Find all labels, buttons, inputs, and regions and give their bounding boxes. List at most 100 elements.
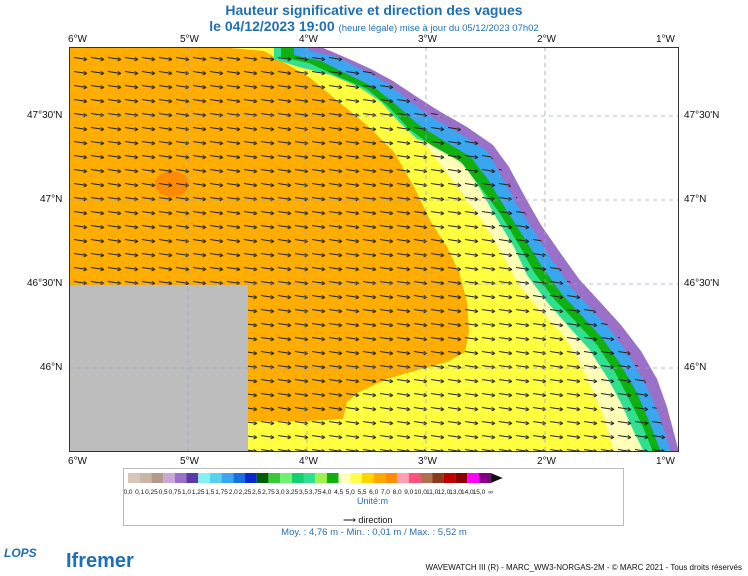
legend-tick-label: 1,25 — [192, 489, 205, 496]
legend-tick-label: 2,0 — [229, 489, 238, 496]
legend-overflow-arrow — [490, 473, 503, 483]
lon-label-bottom-4w: 4°W — [299, 456, 318, 467]
legend-tick-label: 0,25 — [145, 489, 158, 496]
legend-swatch — [397, 473, 409, 483]
legend-tick-label: 15,0 — [473, 489, 486, 496]
legend-unit: Unité:m — [356, 496, 388, 506]
lon-label-top-2w: 2°W — [537, 34, 556, 45]
legend-swatch — [362, 473, 374, 483]
lon-label-top-1w: 1°W — [656, 34, 675, 45]
legend-tick-label: 9,0 — [404, 489, 413, 496]
legend-swatch — [256, 473, 269, 483]
legend-swatch — [174, 473, 187, 483]
legend-tick-label: 0,0 — [124, 489, 133, 496]
legend-box: 0,0 0,1 0,25 0,5 0,75 1,0 1,25 1,5 1,75 2,0 2,25 2,… — [123, 468, 624, 526]
direction-legend: ⟶ direction — [343, 515, 392, 526]
legend-tick-label: 1,75 — [215, 489, 228, 496]
legend-swatch — [209, 473, 222, 483]
lat-label-right-47: 47°N — [684, 194, 707, 205]
legend-swatch — [151, 473, 164, 483]
lat-label-left-46: 46°N — [40, 362, 63, 373]
lon-label-top-3w: 3°W — [418, 34, 437, 45]
legend-tick-label: 7,0 — [381, 489, 390, 496]
legend-swatch — [280, 473, 292, 483]
legend-swatch — [186, 473, 199, 483]
legend-swatch — [373, 473, 386, 483]
legend-swatch — [163, 473, 175, 483]
legend-swatch — [303, 473, 316, 483]
legend-swatch — [198, 473, 210, 483]
legend-swatch — [420, 473, 433, 483]
legend-swatch — [221, 473, 234, 483]
stats-line: Moy. : 4,76 m - Min. : 0,01 m / Max. : 5… — [281, 527, 467, 538]
legend-swatch — [455, 473, 468, 483]
legend-tick-label: 0,75 — [168, 489, 181, 496]
lat-label-right-4630: 46°30'N — [684, 278, 720, 289]
legend-tick-label: 3,5 — [299, 489, 308, 496]
lon-label-bottom-6w: 6°W — [68, 456, 87, 467]
legend-swatch — [467, 473, 479, 483]
legend-tick-label: 0,5 — [159, 489, 168, 496]
legend-tick-label: 3,0 — [276, 489, 285, 496]
legend-swatch — [408, 473, 421, 483]
no-data-area — [69, 285, 248, 452]
legend-swatch — [479, 473, 491, 483]
legend-tick-label: 3,75 — [309, 489, 322, 496]
legend-tick-label: 14,0 — [461, 489, 474, 496]
lon-label-bottom-5w: 5°W — [180, 456, 199, 467]
legend-tick-label: 0,1 — [135, 489, 144, 496]
legend-swatch — [128, 473, 140, 483]
lat-label-right-46: 46°N — [684, 362, 707, 373]
legend-swatch — [443, 473, 456, 483]
legend-tick-label: 8,0 — [393, 489, 402, 496]
legend-tick-label: 2,75 — [262, 489, 275, 496]
legend-tick-label: 13,0 — [449, 489, 462, 496]
legend-swatch — [432, 473, 444, 483]
lon-label-bottom-3w: 3°W — [418, 456, 437, 467]
lon-label-bottom-1w: 1°W — [656, 456, 675, 467]
legend-tick-label: ∞ — [488, 489, 493, 496]
lon-label-top-4w: 4°W — [299, 34, 318, 45]
legend-swatch — [245, 473, 257, 483]
legend-tick-label: 12,0 — [438, 489, 451, 496]
legend-swatch — [139, 473, 152, 483]
legend-tick-label: 5,0 — [346, 489, 355, 496]
legend-swatch — [268, 473, 281, 483]
lat-label-right-4730: 47°30'N — [684, 110, 720, 121]
wave-height-map — [69, 47, 679, 452]
legend-tick-label: 3,25 — [285, 489, 298, 496]
direction-label: direction — [358, 515, 393, 525]
map-date: le 04/12/2023 19:00 — [209, 18, 335, 34]
direction-arrow-icon: ⟶ — [343, 515, 356, 525]
lon-label-top-6w: 6°W — [68, 34, 87, 45]
legend-tick-label: 1,5 — [205, 489, 214, 496]
footer-credits: WAVEWATCH III (R) - MARC_WW3-NORGAS-2M -… — [425, 563, 742, 572]
map-title: Hauteur significative et direction des v… — [225, 2, 523, 18]
legend-swatch — [350, 473, 362, 483]
legend-tick-label: 6,0 — [369, 489, 378, 496]
legend-tick-label: 11,0 — [426, 489, 439, 496]
graticule — [69, 47, 679, 452]
lat-label-left-4630: 46°30'N — [27, 278, 63, 289]
legend-tick-label: 2,25 — [239, 489, 252, 496]
lon-label-bottom-2w: 2°W — [537, 456, 556, 467]
ifremer-logo: Ifremer — [66, 550, 134, 572]
legend-tick-label: 2,5 — [252, 489, 261, 496]
wave-direction-arrows — [69, 47, 669, 452]
legend-tick-label: 5,5 — [357, 489, 366, 496]
land-coast — [321, 47, 679, 452]
lops-logo: LOPS — [4, 546, 37, 560]
lon-label-top-5w: 5°W — [180, 34, 199, 45]
lat-label-left-47: 47°N — [40, 194, 63, 205]
legend-swatch — [338, 473, 351, 483]
map-update-note: (heure légale) mise à jour du 05/12/2023… — [338, 23, 539, 34]
map-subtitle: le 04/12/2023 19:00 (heure légale) mise … — [0, 18, 748, 34]
legend-tick-label: 10,0 — [414, 489, 427, 496]
lat-label-left-4730: 47°30'N — [27, 110, 63, 121]
legend-swatch — [385, 473, 398, 483]
legend-tick-label: 4,0 — [322, 489, 331, 496]
legend-swatch — [291, 473, 304, 483]
legend-tick-label: 1,0 — [182, 489, 191, 496]
legend-swatch — [315, 473, 327, 483]
legend-swatch — [326, 473, 339, 483]
